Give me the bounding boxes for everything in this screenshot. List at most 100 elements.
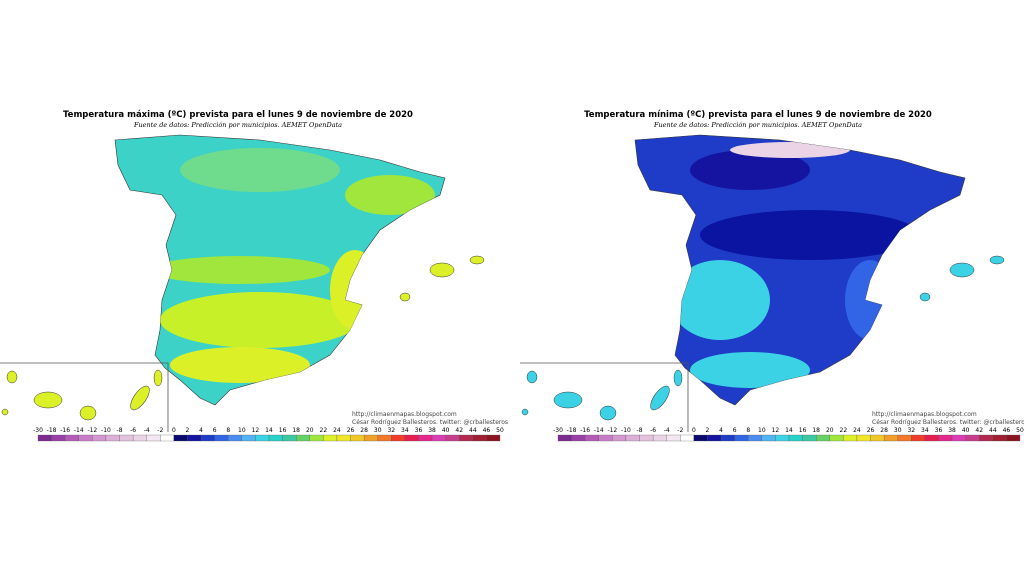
legend-swatch xyxy=(472,434,487,442)
legend-label: 38 xyxy=(428,427,436,434)
legend-label: 50 xyxy=(1016,427,1024,434)
map-source: Fuente de datos: Predicción por municipi… xyxy=(653,121,862,129)
legend-label: 0 xyxy=(692,427,696,434)
legend-label: 38 xyxy=(948,427,956,434)
legend-swatch xyxy=(173,434,188,442)
legend-swatch xyxy=(883,434,898,442)
legend-swatch xyxy=(78,434,93,442)
legend-swatch xyxy=(788,434,803,442)
legend-label: 46 xyxy=(1003,427,1011,434)
legend-swatch xyxy=(228,434,242,442)
legend-swatch xyxy=(391,434,406,442)
legend-swatch xyxy=(911,434,926,442)
legend-label: -6 xyxy=(650,427,656,434)
legend-swatch xyxy=(992,434,1007,442)
legend-swatch xyxy=(938,434,953,442)
legend-label: 22 xyxy=(840,427,848,434)
legend-label: -16 xyxy=(60,427,70,434)
legend-swatch xyxy=(802,434,817,442)
legend-label: -10 xyxy=(621,427,631,434)
legend-swatch xyxy=(336,434,351,442)
legend-swatch xyxy=(612,434,627,442)
legend-swatch xyxy=(720,434,735,442)
legend-label: 2 xyxy=(706,427,710,434)
legend-swatch xyxy=(571,434,586,442)
legend-label: 2 xyxy=(186,427,190,434)
legend-swatch xyxy=(734,434,749,442)
legend-swatch xyxy=(119,434,134,442)
legend-swatch xyxy=(1006,434,1021,442)
legend-swatch xyxy=(37,434,52,442)
legend-swatch xyxy=(350,434,365,442)
legend-label: -18 xyxy=(47,427,57,434)
legend-swatch xyxy=(65,434,79,442)
legend-swatch xyxy=(486,434,501,442)
legend-label: -12 xyxy=(87,427,97,434)
legend-label: 26 xyxy=(867,427,875,434)
legend-swatch xyxy=(625,434,640,442)
legend-label: 18 xyxy=(292,427,300,434)
legend-swatch xyxy=(445,434,460,442)
legend-swatch xyxy=(965,434,980,442)
credit: http://climaenmapas.blogspot.com xyxy=(352,411,457,418)
legend-swatch xyxy=(680,434,695,442)
legend-swatch xyxy=(200,434,215,442)
legend-swatch xyxy=(598,434,613,442)
legend-swatch xyxy=(816,434,830,442)
legend-swatch xyxy=(92,434,107,442)
legend-label: 12 xyxy=(772,427,780,434)
legend-label: 50 xyxy=(496,427,504,434)
legend-label: 32 xyxy=(387,427,395,434)
legend-label: 14 xyxy=(785,427,793,434)
legend-swatch xyxy=(404,434,419,442)
legend-label: -2 xyxy=(677,427,683,434)
credit: César Rodríguez Ballesteros. twitter: @c… xyxy=(352,419,508,426)
legend-label: -4 xyxy=(144,427,150,434)
legend-label: -14 xyxy=(594,427,604,434)
legend-swatch xyxy=(255,434,270,442)
inset-frame xyxy=(520,362,689,432)
legend-label: 40 xyxy=(962,427,970,434)
legend-swatch xyxy=(761,434,776,442)
legend-label: 42 xyxy=(455,427,463,434)
legend-swatch xyxy=(856,434,871,442)
legend-label: -16 xyxy=(580,427,590,434)
legend-label: 24 xyxy=(333,427,341,434)
legend-label: 6 xyxy=(733,427,737,434)
legend-swatch xyxy=(459,434,473,442)
legend-label: -8 xyxy=(117,427,123,434)
legend-swatch xyxy=(748,434,762,442)
legend-swatch xyxy=(870,434,885,442)
legend-swatch xyxy=(897,434,912,442)
map-source: Fuente de datos: Predicción por municipi… xyxy=(133,121,342,129)
map-fields xyxy=(670,142,920,388)
legend-swatch xyxy=(666,434,681,442)
legend-label: 46 xyxy=(483,427,491,434)
legend-swatch xyxy=(652,434,667,442)
legend-label: 26 xyxy=(347,427,355,434)
legend-label: 4 xyxy=(719,427,723,434)
legend-swatch xyxy=(775,434,790,442)
credit: http://climaenmapas.blogspot.com xyxy=(872,411,977,418)
legend-swatch xyxy=(951,434,966,442)
legend-swatch xyxy=(363,434,378,442)
legend-label: 40 xyxy=(442,427,450,434)
legend-swatch xyxy=(132,434,147,442)
legend-swatch xyxy=(377,434,392,442)
legend-swatch xyxy=(309,434,324,442)
legend-label: -8 xyxy=(637,427,643,434)
legend-label: 4 xyxy=(199,427,203,434)
legend-label: -30 xyxy=(553,427,563,434)
legend-swatch xyxy=(214,434,229,442)
legend-label: -12 xyxy=(607,427,617,434)
legend-swatch xyxy=(51,434,66,442)
legend-label: 36 xyxy=(935,427,943,434)
legend-swatch xyxy=(268,434,283,442)
legend-label: 42 xyxy=(975,427,983,434)
legend-label: 44 xyxy=(989,427,997,434)
legend-swatch xyxy=(105,434,120,442)
legend-label: 8 xyxy=(226,427,230,434)
legend-swatch xyxy=(160,434,175,442)
legend-label: 30 xyxy=(894,427,902,434)
